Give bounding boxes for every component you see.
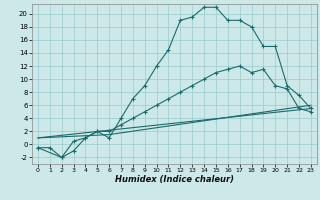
X-axis label: Humidex (Indice chaleur): Humidex (Indice chaleur) bbox=[115, 175, 234, 184]
